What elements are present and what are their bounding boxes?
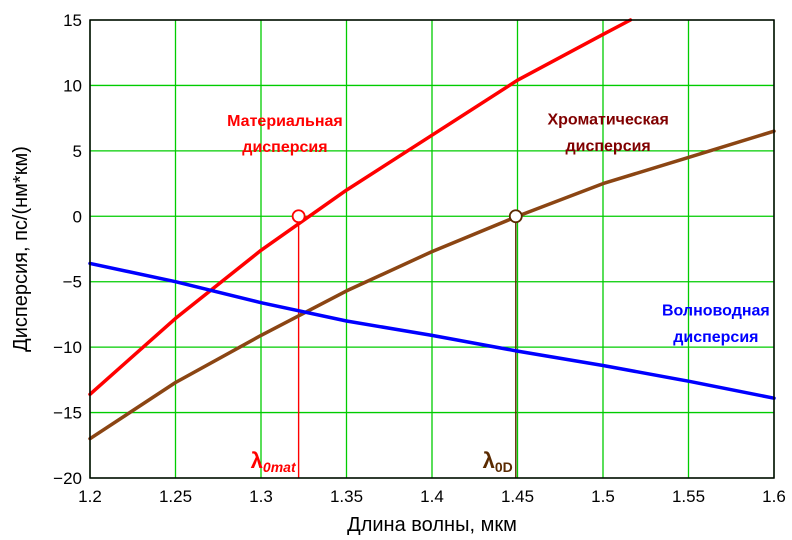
zero-drop-lines	[297, 216, 517, 478]
annotation-text: дисперсия	[673, 329, 758, 346]
lambda-labels: λ0mat λ0D	[251, 448, 513, 475]
annotations: Материальная дисперсия Хроматическая диспер…	[227, 112, 770, 346]
x-tick-label: 1.2	[78, 487, 102, 506]
x-tick-label: 1.4	[420, 487, 444, 506]
lambda-label: λ0D	[483, 448, 513, 475]
y-tick-labels: −20 −15 −10 −5 0 5 10 15	[53, 11, 82, 488]
annotation-text: Волноводная	[662, 303, 770, 320]
series-line-waveguide	[88, 261, 776, 400]
y-tick-label: 15	[63, 11, 82, 30]
y-tick-label: −20	[53, 469, 82, 488]
y-axis-label: Дисперсия, пс/(нм*км)	[10, 146, 32, 352]
plot-frame	[89, 19, 775, 479]
x-tick-label: 1.5	[591, 487, 615, 506]
x-tick-label: 1.35	[330, 487, 363, 506]
zero-marker	[291, 209, 306, 224]
annotation-text: дисперсия	[565, 138, 650, 155]
y-tick-label: −10	[53, 338, 82, 357]
series-lines	[88, 18, 776, 441]
zero-markers	[291, 209, 523, 224]
y-tick-label: 5	[73, 142, 82, 161]
annotation-text: дисперсия	[242, 139, 327, 156]
y-tick-label: −5	[63, 273, 82, 292]
x-axis-label: Длина волны, мкм	[347, 514, 517, 536]
x-tick-label: 1.55	[672, 487, 705, 506]
zero-marker	[508, 209, 523, 224]
series-line-chromatic	[88, 129, 776, 441]
x-tick-label: 1.3	[249, 487, 273, 506]
annotation-text: Хроматическая	[547, 112, 668, 129]
x-tick-label: 1.45	[501, 487, 534, 506]
annotation-text: Материальная	[227, 113, 343, 130]
x-tick-label: 1.6	[762, 487, 786, 506]
lambda-label: λ0mat	[251, 448, 297, 475]
y-tick-label: 10	[63, 76, 82, 95]
x-tick-label: 1.25	[159, 487, 192, 506]
series-line-material	[88, 18, 633, 397]
y-tick-label: 0	[73, 207, 82, 226]
x-tick-labels: 1.2 1.25 1.3 1.35 1.4 1.45 1.5 1.55 1.6	[78, 487, 786, 506]
y-tick-label: −15	[53, 404, 82, 423]
